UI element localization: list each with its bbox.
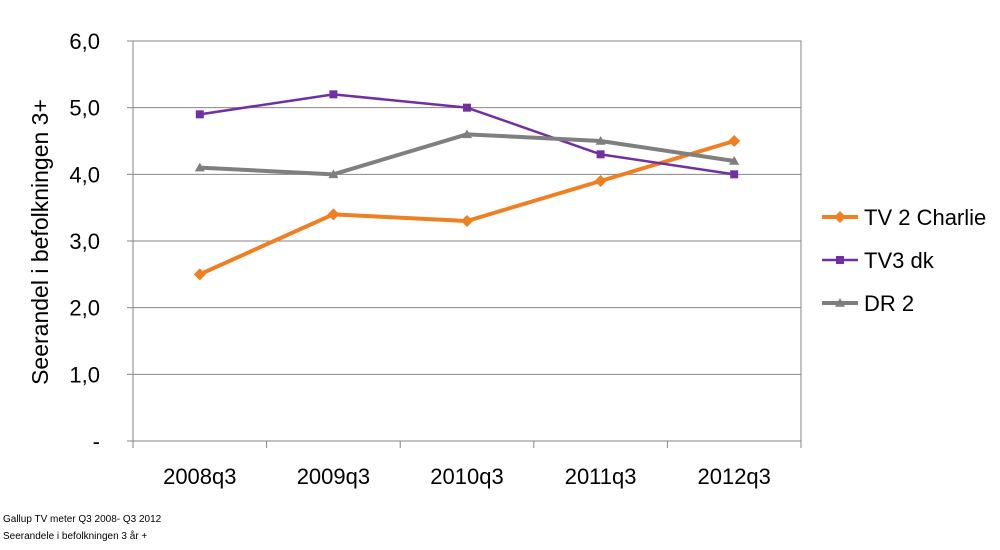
data-point-triangle	[462, 129, 472, 139]
y-tick-label: 5,0	[69, 96, 100, 121]
data-point-diamond	[728, 135, 741, 147]
data-point-square	[836, 256, 844, 264]
series-line	[198, 139, 735, 277]
data-point-triangle	[328, 169, 339, 179]
y-axis-title: Seerandel i befolkningen 3+	[27, 99, 53, 385]
series-group	[193, 90, 741, 281]
y-tick-label: 2,0	[69, 296, 100, 321]
data-point-triangle	[835, 298, 845, 307]
data-point-diamond	[594, 175, 607, 187]
unit-note: Seerandele i befolkningen 3 år +	[3, 531, 148, 542]
x-tick-label: 2009q3	[297, 464, 370, 489]
data-point-diamond	[461, 215, 473, 227]
x-tick-label: 2008q3	[163, 464, 236, 489]
y-tick-label: 1,0	[69, 362, 100, 387]
series-tv-2-charlie	[193, 135, 741, 281]
series-tv3-dk	[195, 90, 739, 179]
data-point-triangle	[729, 156, 740, 165]
data-point-square	[329, 90, 338, 99]
data-point-square	[195, 110, 204, 119]
y-tick-label: 4,0	[69, 162, 100, 187]
legend-label: DR 2	[864, 291, 914, 316]
data-point-triangle	[595, 136, 606, 145]
y-tick-label: 6,0	[69, 29, 100, 54]
series-dr-2	[194, 129, 740, 179]
y-tick-labels: - 1,0 2,0 3,0 4,0 5,0 6,0	[69, 29, 100, 454]
series-line	[199, 132, 735, 177]
x-tick-labels: 2008q3 2009q3 2010q3 2011q3 2012q3	[163, 464, 771, 489]
source-note: Gallup TV meter Q3 2008- Q3 2012	[3, 514, 162, 525]
data-point-triangle	[194, 162, 205, 172]
data-point-square	[730, 170, 739, 179]
x-tick-label: 2012q3	[697, 464, 770, 489]
y-tick-label: 3,0	[69, 229, 100, 254]
x-tick-label: 2011q3	[565, 464, 637, 489]
data-point-square	[463, 103, 471, 112]
data-point-diamond	[193, 268, 206, 281]
y-tick-label: -	[93, 429, 100, 454]
legend-label: TV3 dk	[864, 248, 935, 273]
data-point-diamond	[834, 211, 846, 223]
x-tick-label: 2010q3	[430, 464, 503, 489]
legend-item: TV 2 Charlie	[822, 205, 986, 230]
legend-label: TV 2 Charlie	[864, 205, 986, 230]
data-point-diamond	[327, 208, 340, 221]
legend: TV 2 Charlie TV3 dk DR 2	[822, 205, 986, 316]
grid-lines	[127, 40, 802, 448]
legend-item: DR 2	[822, 291, 914, 316]
data-point-square	[596, 150, 605, 159]
legend-item: TV3 dk	[822, 248, 935, 273]
